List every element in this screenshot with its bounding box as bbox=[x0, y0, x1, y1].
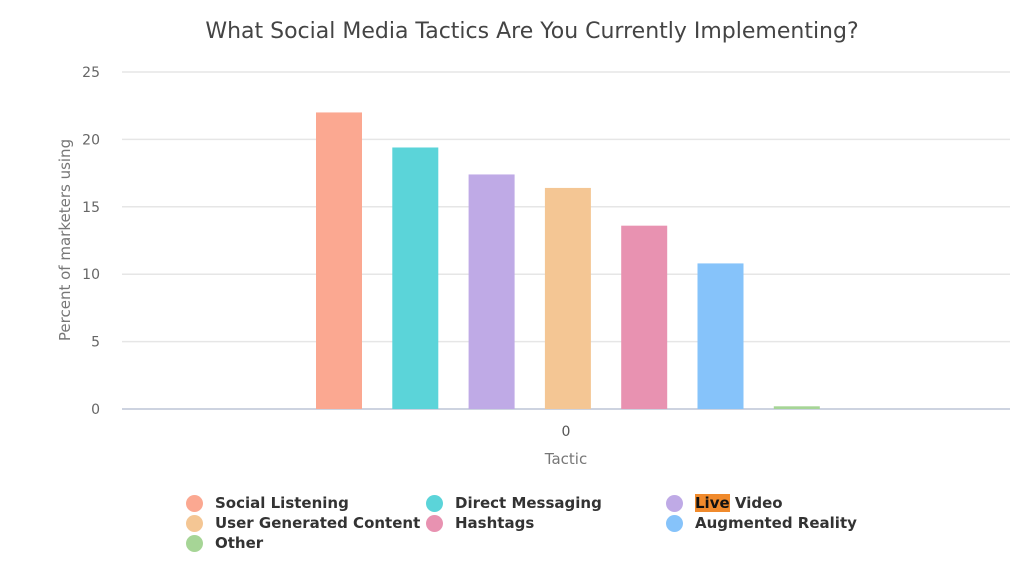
legend-item[interactable]: Hashtags bbox=[426, 514, 534, 532]
legend-marker-icon bbox=[666, 514, 683, 532]
legend-marker-icon bbox=[426, 514, 443, 532]
bar-user-generated-content[interactable] bbox=[544, 187, 591, 409]
legend-label: Augmented Reality bbox=[695, 514, 857, 532]
legend-label: Direct Messaging bbox=[455, 494, 602, 512]
legend-label: Hashtags bbox=[455, 514, 535, 532]
bar-social-listening[interactable] bbox=[316, 112, 362, 409]
legend-marker-icon bbox=[186, 514, 203, 532]
legend-marker-icon bbox=[666, 494, 683, 512]
legend-marker-icon bbox=[426, 494, 443, 512]
legend-item[interactable]: Social Listening bbox=[186, 494, 349, 512]
y-tick-label: 15 bbox=[82, 200, 100, 216]
y-tick-label: 10 bbox=[82, 267, 100, 283]
bar-hashtags[interactable] bbox=[621, 225, 668, 409]
y-tick-label: 5 bbox=[91, 335, 100, 351]
legend-item[interactable]: Other bbox=[186, 534, 263, 552]
legend-marker-icon bbox=[186, 494, 203, 512]
legend-label: Other bbox=[215, 534, 264, 552]
legend-item[interactable]: Direct Messaging bbox=[426, 494, 602, 512]
legend-item[interactable]: User Generated Content bbox=[186, 514, 420, 532]
y-tick-label: 20 bbox=[82, 132, 100, 148]
y-axis-label: Percent of marketers using bbox=[56, 139, 74, 341]
chart-title: What Social Media Tactics Are You Curren… bbox=[205, 19, 858, 44]
legend-marker-icon bbox=[186, 534, 203, 552]
y-tick-label: 0 bbox=[91, 402, 100, 418]
legend-item[interactable]: Live Video bbox=[666, 494, 783, 512]
legend-label: Live Video bbox=[695, 494, 783, 512]
y-tick-label: 25 bbox=[82, 65, 100, 81]
x-axis-label: Tactic bbox=[544, 450, 587, 468]
legend-item[interactable]: Augmented Reality bbox=[666, 514, 857, 532]
x-tick-label: 0 bbox=[562, 424, 571, 440]
legend-label: Social Listening bbox=[215, 494, 349, 512]
legend-label: User Generated Content bbox=[215, 514, 421, 532]
bar-augmented-reality[interactable] bbox=[697, 263, 744, 409]
bar-live-video[interactable] bbox=[468, 174, 515, 409]
bar-direct-messaging[interactable] bbox=[392, 147, 439, 409]
bar-other[interactable] bbox=[773, 406, 820, 409]
